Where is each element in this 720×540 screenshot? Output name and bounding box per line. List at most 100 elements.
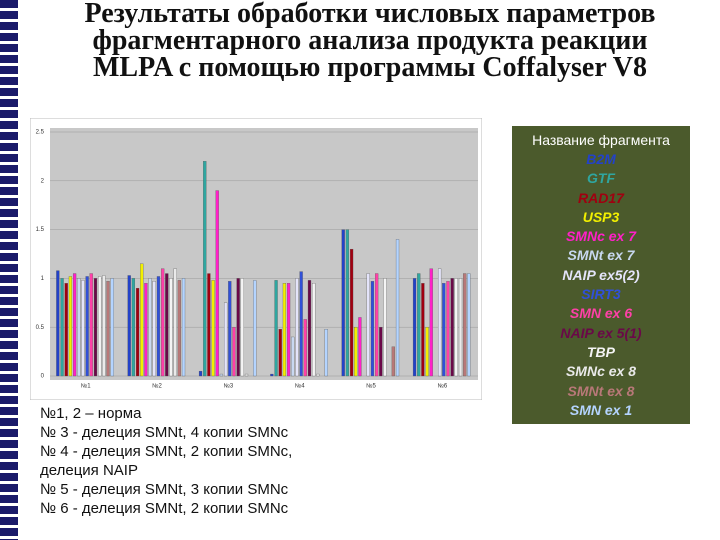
y-tick-label: 2.5: [36, 130, 45, 136]
bar: [463, 273, 467, 377]
bar: [72, 273, 77, 377]
bar: [295, 278, 299, 377]
bar: [77, 278, 81, 377]
legend-entry: SMN ex 1: [569, 401, 633, 418]
x-tick-label: №5: [366, 383, 376, 390]
note-line: № 4 - делеция SMNt, 2 копии SMNc,: [40, 443, 293, 460]
legend-entry: SMNc ex 7: [565, 228, 637, 245]
bar: [395, 239, 400, 377]
x-tick-label: №3: [223, 383, 233, 390]
bar: [324, 329, 328, 377]
bar: [391, 346, 395, 377]
bar: [282, 283, 287, 377]
bar: [417, 273, 421, 377]
bar: [299, 271, 303, 377]
decor-strip: [0, 0, 18, 540]
bar: [148, 278, 152, 377]
bar: [60, 278, 64, 377]
x-tick-label: №1: [81, 383, 91, 390]
bar: [303, 319, 307, 377]
bar: [203, 161, 207, 377]
bar: [421, 283, 425, 377]
bar: [224, 302, 228, 377]
y-tick-label: 1: [41, 276, 45, 282]
legend-entry: SIRT3: [581, 286, 621, 303]
note-line: № 6 - делеция SMNt, 2 копии SMNc: [40, 500, 289, 517]
bar: [102, 275, 106, 377]
bar: [140, 263, 144, 377]
y-tick-label: 2: [41, 178, 45, 184]
note-line: делеция NAIP: [40, 462, 138, 479]
bar: [219, 373, 224, 377]
bar: [278, 329, 282, 377]
y-tick-label: 0.5: [36, 325, 45, 331]
legend-entry: SMNt ex 7: [567, 247, 635, 264]
bar: [379, 327, 383, 377]
bar: [56, 270, 60, 377]
bar: [316, 373, 320, 377]
x-tick-label: №6: [437, 383, 447, 390]
bar: [169, 278, 173, 377]
bar: [270, 373, 274, 377]
legend-entry: USP3: [582, 208, 620, 225]
bar: [274, 280, 278, 377]
bar: [232, 327, 236, 377]
bar: [312, 283, 316, 377]
bar: [93, 278, 98, 377]
y-tick-label: 1.5: [36, 227, 45, 233]
bar: [152, 281, 156, 377]
bar: [228, 281, 232, 377]
x-tick-label: №4: [295, 383, 305, 390]
bar: [450, 278, 454, 377]
bar: [454, 278, 458, 377]
bar: [349, 248, 354, 377]
bar: [165, 273, 169, 377]
legend-entry: NAIP ex5(2): [562, 266, 640, 283]
note-line: №1, 2 – норма: [40, 405, 142, 422]
legend-entry: SMNc ex 8: [565, 363, 637, 380]
bar: [383, 278, 387, 377]
bar: [173, 268, 177, 377]
bar: [446, 281, 450, 377]
bar: [64, 283, 68, 377]
bar: [181, 278, 186, 377]
x-tick-label: №2: [152, 383, 162, 390]
bar: [131, 278, 136, 377]
bar: [438, 268, 442, 377]
bar: [135, 288, 140, 377]
bar: [106, 281, 110, 377]
note-line: № 5 - делеция SMNt, 3 копии SMNc: [40, 481, 289, 498]
bar: [98, 276, 102, 377]
bar: [177, 280, 181, 377]
bar: [161, 268, 165, 377]
bar: [429, 268, 433, 377]
legend-entry: GTF: [587, 170, 615, 187]
bar: [85, 276, 89, 377]
legend-entry: B2M: [586, 151, 616, 167]
bar: [236, 278, 240, 377]
bar: [127, 275, 131, 377]
bar: [198, 370, 203, 377]
legend-entry: TBP: [587, 343, 615, 360]
notes: №1, 2 – норма № 3 - делеция SMNt, 4 копии…: [40, 404, 292, 518]
legend-entry: SMNt ex 8: [567, 382, 635, 399]
bar: [81, 280, 85, 377]
bar: [215, 190, 219, 377]
bar: [244, 373, 249, 377]
bar: [375, 273, 379, 377]
bar: [370, 281, 375, 377]
legend-entry: RAD17: [578, 189, 624, 206]
bar: [110, 278, 114, 377]
note-line: № 3 - делеция SMNt, 4 копии SMNc: [40, 424, 289, 441]
y-tick-label: 0: [41, 374, 45, 380]
bar: [345, 229, 350, 377]
plot-area: [50, 128, 478, 380]
bar: [467, 273, 471, 377]
bar: [286, 283, 291, 377]
bar: [358, 317, 362, 377]
bar: [211, 280, 215, 377]
bar: [207, 273, 211, 377]
legend-title: Название фрагмента: [532, 132, 670, 148]
bar: [366, 273, 370, 377]
